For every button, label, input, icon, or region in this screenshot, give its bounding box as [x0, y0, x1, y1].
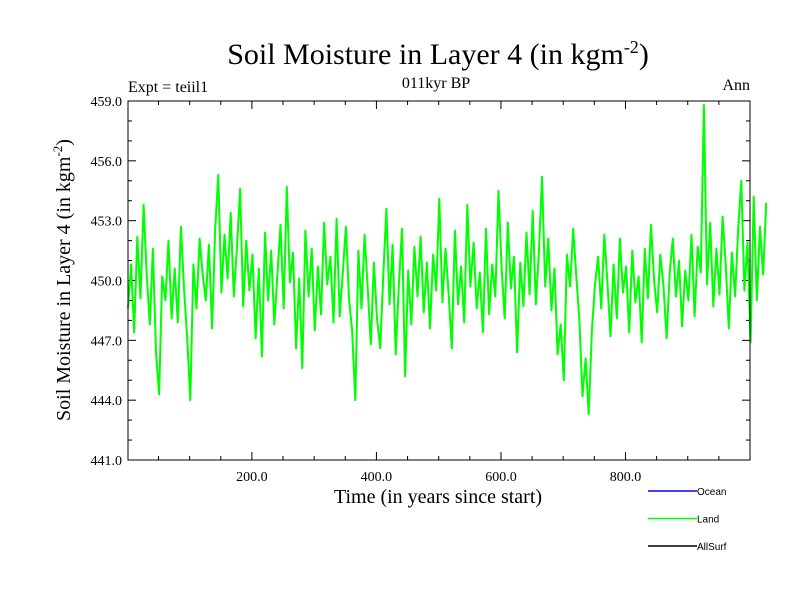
y-tick-label: 441.0 — [91, 454, 123, 469]
series-line-land — [127, 104, 768, 416]
y-tick-label: 444.0 — [91, 394, 123, 409]
chart-subtitle: 011kyr BP — [402, 75, 470, 92]
legend-label-ocean: Ocean — [697, 487, 726, 498]
plot-frame — [127, 100, 751, 461]
x-tick-label: 800.0 — [610, 470, 642, 485]
y-axis-label-close: ) — [53, 139, 75, 146]
legend: Ocean Land AllSurf — [648, 487, 727, 553]
y-tick-label: 450.0 — [91, 275, 123, 290]
chart-title: Soil Moisture in Layer 4 (in kgm-2) — [227, 37, 649, 71]
x-tick-label: 400.0 — [361, 470, 393, 485]
experiment-label: Expt = teiil1 — [128, 79, 208, 96]
chart-title-close: ) — [639, 38, 649, 71]
y-tick-label: 453.0 — [91, 215, 123, 230]
season-label: Ann — [722, 77, 750, 94]
chart-title-main: Soil Moisture in Layer 4 (in kgm — [227, 38, 624, 71]
y-axis-label: Soil Moisture in Layer 4 (in kgm-2) — [50, 139, 75, 421]
y-tick-label: 456.0 — [91, 155, 123, 170]
chart-title-sup: -2 — [624, 37, 639, 57]
y-axis-label-main: Soil Moisture in Layer 4 (in kgm — [53, 156, 75, 421]
y-tick-label: 447.0 — [91, 334, 123, 349]
legend-label-allsurf: AllSurf — [697, 542, 727, 553]
x-axis-label: Time (in years since start) — [334, 486, 542, 508]
x-tick-label: 600.0 — [485, 470, 517, 485]
y-axis-label-sup: -2 — [50, 146, 65, 157]
y-tick-label: 459.0 — [91, 95, 123, 110]
legend-label-land: Land — [697, 515, 719, 526]
x-tick-label: 200.0 — [236, 470, 268, 485]
